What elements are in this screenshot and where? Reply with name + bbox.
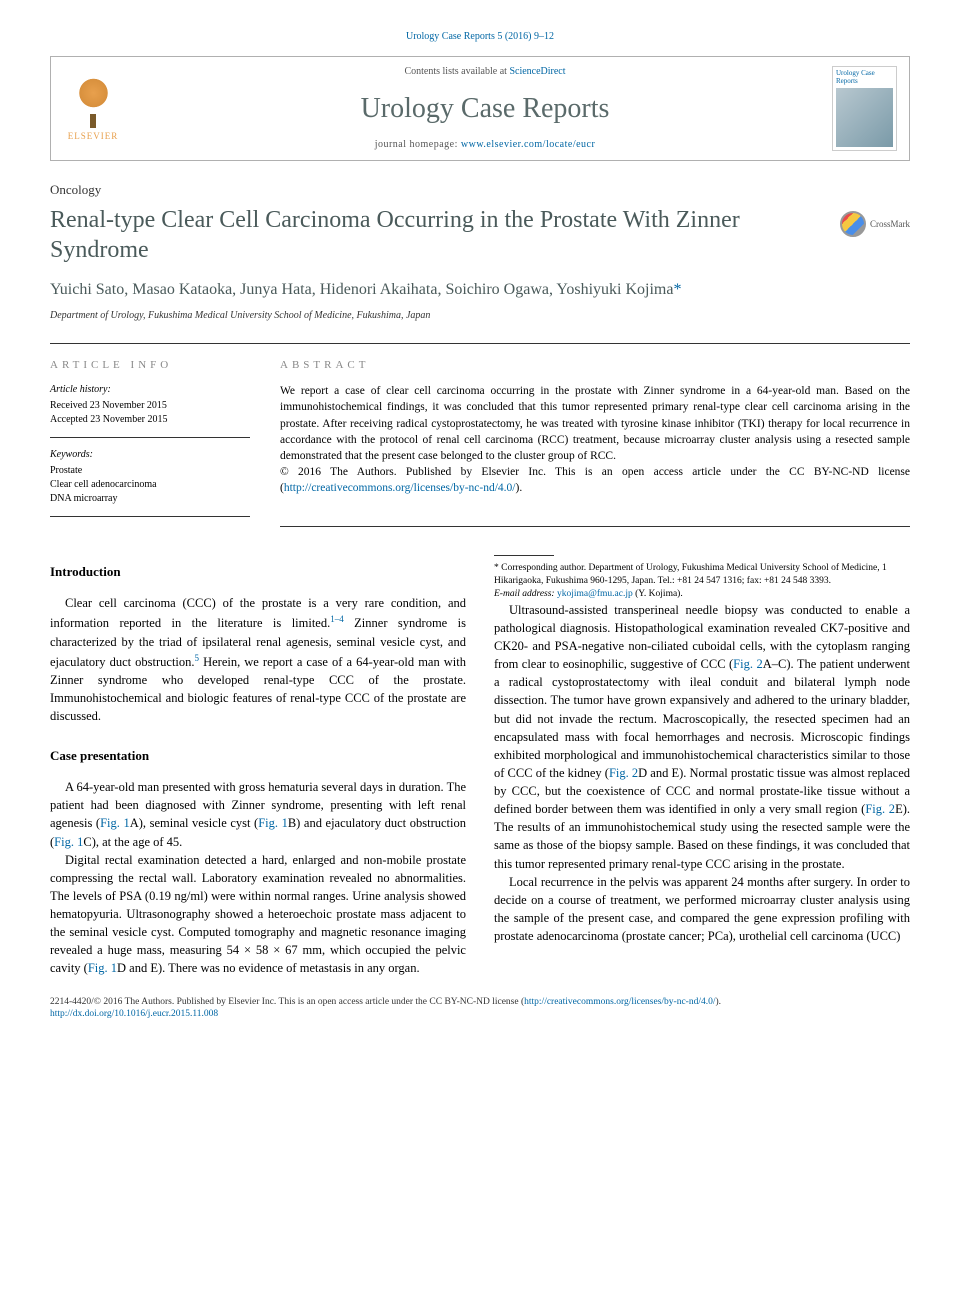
abstract-copyright-close: ). bbox=[516, 482, 523, 494]
crossmark-label: CrossMark bbox=[870, 218, 910, 231]
sciencedirect-link[interactable]: ScienceDirect bbox=[509, 66, 565, 77]
case-heading: Case presentation bbox=[50, 747, 466, 766]
abstract-text: We report a case of clear cell carcinoma… bbox=[280, 383, 910, 496]
title-row: Renal-type Clear Cell Carcinoma Occurrin… bbox=[50, 205, 910, 265]
affiliation: Department of Urology, Fukushima Medical… bbox=[50, 309, 910, 323]
abstract-heading: ABSTRACT bbox=[280, 358, 910, 373]
article-info-heading: ARTICLE INFO bbox=[50, 358, 250, 373]
contents-prefix: Contents lists available at bbox=[404, 66, 509, 77]
journal-homepage: journal homepage: www.elsevier.com/locat… bbox=[138, 138, 832, 152]
doi-link[interactable]: http://dx.doi.org/10.1016/j.eucr.2015.11… bbox=[50, 1009, 218, 1019]
footer-license-link[interactable]: http://creativecommons.org/licenses/by-n… bbox=[524, 997, 715, 1007]
case-text: Digital rectal examination detected a ha… bbox=[50, 853, 466, 976]
article-info-column: ARTICLE INFO Article history: Received 2… bbox=[50, 358, 250, 527]
figure-link[interactable]: Fig. 1 bbox=[100, 816, 130, 830]
introduction-heading: Introduction bbox=[50, 563, 466, 582]
case-paragraph: Ultrasound-assisted transperineal needle… bbox=[494, 601, 910, 873]
figure-link[interactable]: Fig. 1 bbox=[258, 816, 288, 830]
license-link[interactable]: http://creativecommons.org/licenses/by-n… bbox=[284, 482, 516, 494]
corr-author-text: * Corresponding author. Department of Ur… bbox=[494, 562, 910, 588]
case-text: A), seminal vesicle cyst ( bbox=[130, 816, 259, 830]
journal-citation: Urology Case Reports 5 (2016) 9–12 bbox=[50, 30, 910, 44]
page-footer: 2214-4420/© 2016 The Authors. Published … bbox=[50, 996, 910, 1022]
keywords-block: Keywords: Prostate Clear cell adenocarci… bbox=[50, 448, 250, 517]
contents-line: Contents lists available at ScienceDirec… bbox=[138, 65, 832, 79]
elsevier-logo: ELSEVIER bbox=[63, 74, 123, 144]
case-text: Local recurrence in the pelvis was appar… bbox=[494, 875, 910, 943]
elsevier-tree-icon bbox=[71, 75, 116, 120]
case-paragraph: Digital rectal examination detected a ha… bbox=[50, 851, 466, 978]
figure-link[interactable]: Fig. 1 bbox=[54, 835, 83, 849]
email-label: E-mail address: bbox=[494, 589, 557, 599]
figure-link[interactable]: Fig. 2 bbox=[733, 657, 763, 671]
case-text: D and E). There was no evidence of metas… bbox=[117, 961, 420, 975]
footnote-separator bbox=[494, 555, 554, 556]
elsevier-label: ELSEVIER bbox=[68, 130, 119, 143]
figure-link[interactable]: Fig. 2 bbox=[865, 802, 895, 816]
corresponding-mark: * bbox=[673, 281, 681, 298]
keyword-item: DNA microarray bbox=[50, 492, 250, 506]
figure-link[interactable]: Fig. 2 bbox=[609, 766, 638, 780]
homepage-prefix: journal homepage: bbox=[375, 139, 461, 150]
article-category: Oncology bbox=[50, 181, 910, 199]
article-title: Renal-type Clear Cell Carcinoma Occurrin… bbox=[50, 205, 828, 265]
ref-link[interactable]: 1–4 bbox=[330, 614, 344, 624]
keyword-item: Prostate bbox=[50, 464, 250, 478]
journal-name: Urology Case Reports bbox=[138, 89, 832, 128]
cover-image bbox=[836, 88, 893, 147]
article-history-block: Article history: Received 23 November 20… bbox=[50, 383, 250, 438]
article-body: Introduction Clear cell carcinoma (CCC) … bbox=[50, 555, 910, 977]
case-text: A–C). The patient underwent a radical cy… bbox=[494, 657, 910, 780]
cover-title: Urology Case Reports bbox=[836, 70, 893, 85]
author-list: Yuichi Sato, Masao Kataoka, Junya Hata, … bbox=[50, 279, 910, 301]
footer-copyright-close: ). bbox=[716, 997, 722, 1007]
keywords-label: Keywords: bbox=[50, 448, 250, 462]
email-suffix: (Y. Kojima). bbox=[633, 589, 683, 599]
case-paragraph: Local recurrence in the pelvis was appar… bbox=[494, 873, 910, 946]
abstract-column: ABSTRACT We report a case of clear cell … bbox=[280, 358, 910, 527]
accepted-date: Accepted 23 November 2015 bbox=[50, 413, 250, 427]
homepage-link[interactable]: www.elsevier.com/locate/eucr bbox=[461, 139, 595, 150]
case-text: C), at the age of 45. bbox=[83, 835, 182, 849]
info-abstract-row: ARTICLE INFO Article history: Received 2… bbox=[50, 343, 910, 527]
journal-cover-thumbnail: Urology Case Reports bbox=[832, 66, 897, 151]
crossmark-badge[interactable]: CrossMark bbox=[840, 211, 910, 237]
email-line: E-mail address: ykojima@fmu.ac.jp (Y. Ko… bbox=[494, 588, 910, 601]
figure-link[interactable]: Fig. 1 bbox=[88, 961, 117, 975]
crossmark-icon bbox=[840, 211, 866, 237]
email-link[interactable]: ykojima@fmu.ac.jp bbox=[557, 589, 633, 599]
intro-paragraph: Clear cell carcinoma (CCC) of the prosta… bbox=[50, 594, 466, 725]
masthead-center: Contents lists available at ScienceDirec… bbox=[138, 65, 832, 152]
journal-masthead: ELSEVIER Contents lists available at Sci… bbox=[50, 56, 910, 161]
history-label: Article history: bbox=[50, 383, 250, 397]
keyword-item: Clear cell adenocarcinoma bbox=[50, 478, 250, 492]
authors-text: Yuichi Sato, Masao Kataoka, Junya Hata, … bbox=[50, 281, 673, 298]
case-paragraph: A 64-year-old man presented with gross h… bbox=[50, 778, 466, 851]
corresponding-author-footnote: * Corresponding author. Department of Ur… bbox=[494, 562, 910, 600]
received-date: Received 23 November 2015 bbox=[50, 399, 250, 413]
footer-copyright: 2214-4420/© 2016 The Authors. Published … bbox=[50, 997, 524, 1007]
abstract-body: We report a case of clear cell carcinoma… bbox=[280, 385, 910, 461]
